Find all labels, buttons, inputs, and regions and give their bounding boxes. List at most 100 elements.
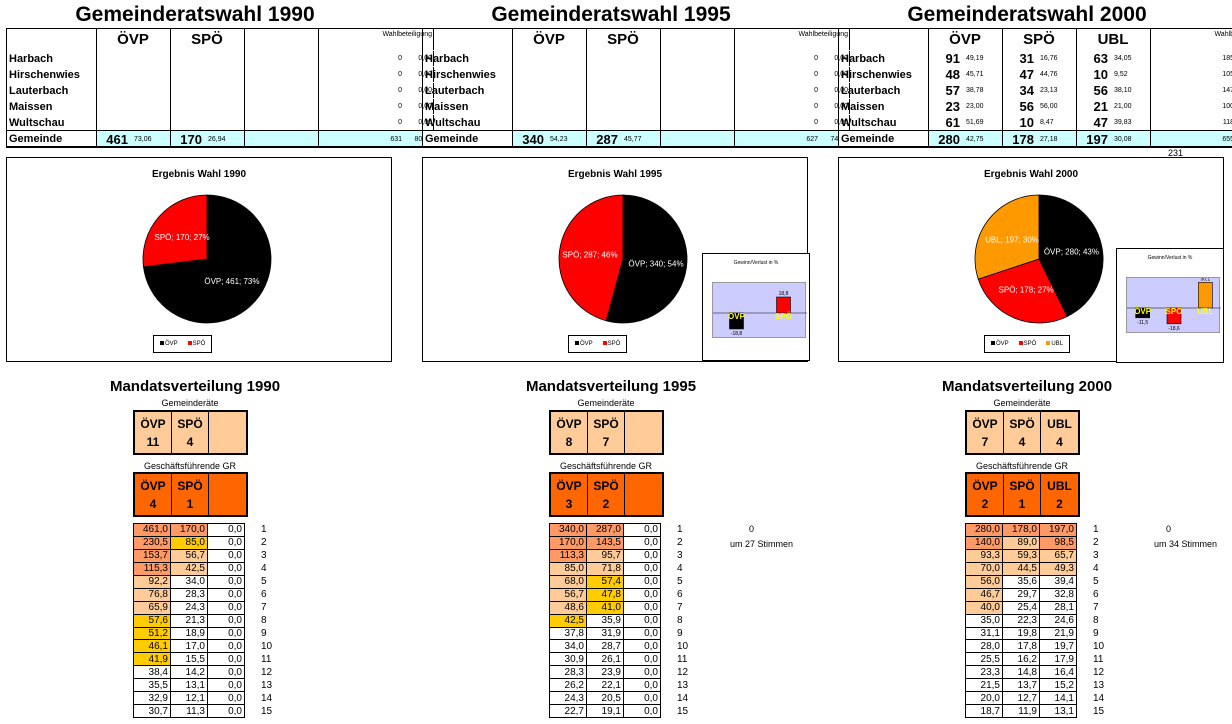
turnout-votes-cell[interactable]: 0 [317,98,404,115]
seat-cell[interactable]: ÖVP 11 [135,412,172,453]
percent-cell[interactable]: 16,76 [1039,50,1076,67]
votes-cell[interactable] [169,66,207,83]
percent-cell[interactable]: 27,18 [1039,130,1076,148]
votes-cell[interactable] [511,66,549,83]
turnout-votes-cell[interactable]: 100 [1149,98,1232,115]
dhondt-cell[interactable]: 0,0 [207,561,245,576]
dhondt-cell[interactable]: 17,9 [1039,652,1077,667]
dhondt-cell[interactable]: 85,0 [549,561,587,576]
place-name[interactable]: Wultschau [422,114,512,131]
dhondt-cell[interactable]: 115,3 [133,561,171,576]
dhondt-cell[interactable]: 0,0 [623,600,661,615]
dhondt-cell[interactable]: 46,7 [965,587,1003,602]
place-name[interactable]: Lauterbach [422,82,512,99]
dhondt-cell[interactable]: 92,2 [133,574,171,589]
dhondt-cell[interactable]: 89,0 [1002,535,1040,550]
dhondt-cell[interactable]: 0,0 [207,535,245,550]
dhondt-cell[interactable]: 49,3 [1039,561,1077,576]
seat-cell[interactable]: SPÖ 1 [172,474,209,515]
dhondt-cell[interactable]: 22,1 [586,678,624,693]
turnout-votes-cell[interactable]: 0 [317,114,404,131]
seat-cell[interactable]: ÖVP 7 [967,412,1004,453]
dhondt-cell[interactable]: 24,3 [170,600,208,615]
dhondt-cell[interactable]: 76,8 [133,587,171,602]
dhondt-cell[interactable]: 19,1 [586,704,624,719]
place-name[interactable]: Lauterbach [6,82,96,99]
dhondt-cell[interactable]: 13,1 [170,678,208,693]
dhondt-cell[interactable]: 23,3 [965,665,1003,680]
dhondt-cell[interactable]: 26,2 [549,678,587,693]
turnout-votes-cell[interactable]: 0 [733,50,820,67]
dhondt-cell[interactable]: 140,0 [965,535,1003,550]
votes-cell[interactable]: 287 [585,130,623,148]
gain-loss-bar-övp[interactable] [729,312,744,330]
percent-cell[interactable] [549,114,586,131]
percent-cell[interactable] [207,98,244,115]
dhondt-cell[interactable]: 18,9 [170,626,208,641]
percent-cell[interactable]: 45,71 [965,66,1002,83]
place-name[interactable]: Wultschau [838,114,928,131]
votes-cell[interactable]: 48 [927,66,965,83]
dhondt-cell[interactable]: 56,7 [170,548,208,563]
place-name[interactable]: Harbach [838,50,928,67]
seat-cell[interactable]: ÖVP 8 [551,412,588,453]
percent-cell[interactable]: 9,52 [1113,66,1151,83]
dhondt-cell[interactable]: 95,7 [586,548,624,563]
place-name[interactable]: Gemeinde [838,130,928,148]
votes-cell[interactable] [585,50,623,67]
seat-cell[interactable] [625,474,662,515]
place-name[interactable]: Maissen [838,98,928,115]
percent-cell[interactable] [623,66,660,83]
votes-cell[interactable]: 91 [927,50,965,67]
dhondt-cell[interactable]: 0,0 [623,548,661,563]
dhondt-cell[interactable]: 0,0 [207,587,245,602]
dhondt-cell[interactable]: 48,6 [549,600,587,615]
seat-cell[interactable]: SPÖ 1 [1004,474,1041,515]
votes-cell[interactable] [511,114,549,131]
dhondt-cell[interactable]: 0,0 [623,613,661,628]
dhondt-cell[interactable]: 280,0 [965,523,1003,537]
dhondt-cell[interactable]: 0,0 [207,652,245,667]
percent-cell[interactable] [207,66,244,83]
dhondt-cell[interactable]: 41,0 [586,600,624,615]
dhondt-cell[interactable]: 16,4 [1039,665,1077,680]
dhondt-cell[interactable]: 37,8 [549,626,587,641]
votes-cell[interactable] [511,82,549,99]
dhondt-cell[interactable]: 0,0 [207,704,245,719]
percent-cell[interactable] [623,50,660,67]
percent-cell[interactable]: 26,94 [207,130,244,148]
percent-cell[interactable]: 38,10 [1113,82,1151,99]
seat-cell[interactable] [209,474,246,515]
dhondt-cell[interactable]: 15,2 [1039,678,1077,693]
turnout-votes-cell[interactable]: 185 [1149,50,1232,67]
seat-cell[interactable]: SPÖ 2 [588,474,625,515]
votes-cell[interactable] [585,82,623,99]
percent-cell[interactable] [281,66,318,83]
dhondt-cell[interactable]: 0,0 [623,678,661,693]
votes-cell[interactable] [659,98,697,115]
place-name[interactable]: Hirschenwies [422,66,512,83]
dhondt-cell[interactable]: 31,1 [965,626,1003,641]
percent-cell[interactable]: 51,69 [965,114,1002,131]
dhondt-cell[interactable]: 22,3 [1002,613,1040,628]
dhondt-cell[interactable]: 23,9 [586,665,624,680]
dhondt-cell[interactable]: 15,5 [170,652,208,667]
votes-cell[interactable] [585,66,623,83]
votes-cell[interactable]: 178 [1001,130,1039,148]
percent-cell[interactable] [697,130,734,148]
dhondt-cell[interactable]: 28,3 [170,587,208,602]
percent-cell[interactable]: 42,75 [965,130,1002,148]
votes-cell[interactable] [243,82,281,99]
dhondt-cell[interactable]: 42,5 [549,613,587,628]
dhondt-cell[interactable]: 0,0 [623,652,661,667]
percent-cell[interactable]: 8,47 [1039,114,1076,131]
votes-cell[interactable] [95,98,133,115]
dhondt-cell[interactable]: 230,5 [133,535,171,550]
dhondt-cell[interactable]: 93,3 [965,548,1003,563]
percent-cell[interactable] [549,98,586,115]
percent-cell[interactable] [133,66,170,83]
dhondt-cell[interactable]: 41,9 [133,652,171,667]
dhondt-cell[interactable]: 12,1 [170,691,208,706]
dhondt-cell[interactable]: 113,3 [549,548,587,563]
dhondt-cell[interactable]: 19,8 [1002,626,1040,641]
